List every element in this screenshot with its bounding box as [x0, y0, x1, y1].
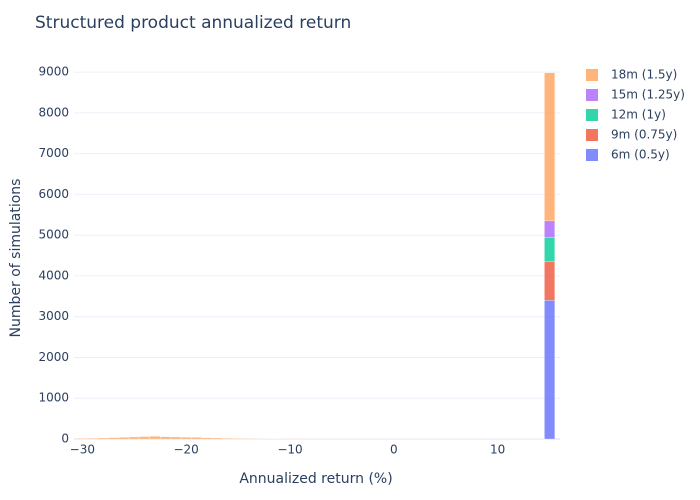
bar: [544, 300, 555, 440]
x-tick-label: −20: [173, 443, 198, 457]
x-tick-label: −10: [277, 443, 302, 457]
bar: [544, 237, 555, 262]
bar: [211, 437, 223, 440]
x-tick-label: 10: [490, 443, 505, 457]
y-tick-label: 6000: [38, 187, 69, 201]
y-tick-label: 5000: [38, 228, 69, 242]
legend-label: 12m (1y): [611, 108, 666, 122]
x-axis-title: Annualized return (%): [239, 471, 392, 487]
bar: [544, 220, 555, 238]
y-tick-label: 8000: [38, 105, 69, 119]
bar: [128, 436, 140, 440]
bar: [97, 437, 109, 440]
bar: [108, 437, 119, 440]
y-tick-label: 9000: [38, 65, 69, 79]
bar: [160, 436, 171, 440]
y-tick-label: 3000: [38, 309, 69, 323]
bar: [139, 436, 150, 440]
bar: [201, 437, 213, 440]
bar: [76, 438, 88, 440]
x-tick-label: 0: [390, 443, 398, 457]
legend-label: 18m (1.5y): [611, 68, 677, 82]
y-tick-label: 2000: [38, 350, 69, 364]
legend-swatch: [586, 89, 598, 101]
bar: [87, 438, 99, 440]
legend-swatch: [586, 129, 598, 141]
bar: [544, 261, 555, 301]
y-axis-title: Number of simulations: [8, 179, 24, 338]
bar: [222, 438, 234, 440]
legend-label: 6m (0.5y): [611, 148, 670, 162]
legend-label: 15m (1.25y): [611, 88, 685, 102]
legend-label: 9m (0.75y): [611, 128, 677, 142]
legend-swatch: [586, 69, 598, 81]
bar: [118, 437, 130, 440]
legend-swatch: [586, 149, 598, 161]
y-tick-label: 1000: [38, 391, 69, 405]
y-tick-label: 4000: [38, 268, 69, 282]
bar: [180, 437, 192, 440]
bar: [170, 436, 182, 440]
x-tick-label: −30: [70, 443, 95, 457]
bar: [544, 72, 555, 222]
bar: [149, 436, 161, 440]
y-tick-label: 7000: [38, 146, 69, 160]
y-tick-label: 0: [61, 432, 69, 446]
bar: [191, 437, 202, 440]
chart-title: Structured product annualized return: [35, 13, 351, 33]
legend-swatch: [586, 109, 598, 121]
bar: [232, 438, 244, 440]
